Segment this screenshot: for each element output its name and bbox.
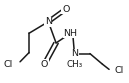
Text: Cl: Cl [3,60,13,69]
Text: CH₃: CH₃ [66,60,83,68]
Text: N: N [71,49,78,58]
Text: NH: NH [64,29,78,38]
Text: Cl: Cl [114,66,123,75]
Text: O: O [41,60,48,69]
Text: O: O [62,5,69,14]
Text: N: N [45,17,52,26]
